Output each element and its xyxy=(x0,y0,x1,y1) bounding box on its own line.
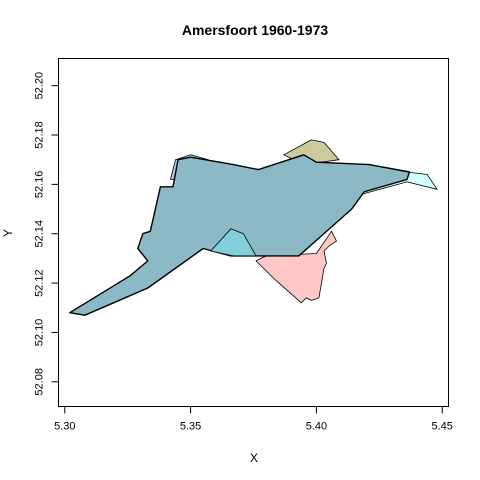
x-tick-label: 5.45 xyxy=(431,421,452,433)
x-axis: 5.30 5.35 5.40 5.45 xyxy=(54,406,453,433)
polygons-layer xyxy=(69,139,438,316)
y-tick-label: 52.20 xyxy=(34,72,46,100)
y-axis: 52.08 52.10 52.12 52.14 52.16 52.18 52.20 xyxy=(34,72,59,396)
y-tick-label: 52.14 xyxy=(34,220,46,248)
y-tick-label: 52.10 xyxy=(34,319,46,347)
polygon-teal xyxy=(210,228,257,257)
x-tick-label: 5.40 xyxy=(306,421,327,433)
y-tick-label: 52.08 xyxy=(34,368,46,396)
y-tick-label: 52.16 xyxy=(34,171,46,199)
x-tick-label: 5.35 xyxy=(180,421,201,433)
y-axis-label: Y xyxy=(1,229,15,237)
y-tick-label: 52.12 xyxy=(34,269,46,297)
chart-title: Amersfoort 1960-1973 xyxy=(182,22,329,38)
x-tick-label: 5.30 xyxy=(54,421,75,433)
x-axis-label: X xyxy=(250,451,258,465)
polygon-pink xyxy=(255,230,337,304)
y-tick-label: 52.18 xyxy=(34,121,46,149)
